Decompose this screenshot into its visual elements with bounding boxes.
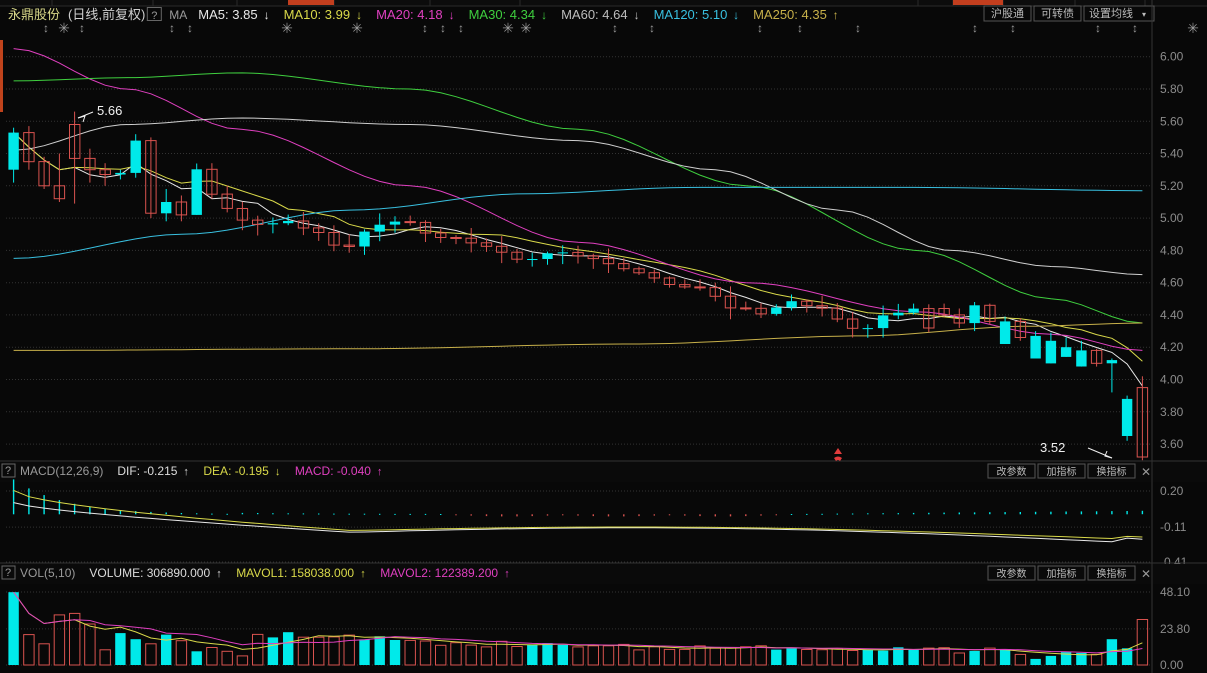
svg-text:MA10: 3.99: MA10: 3.99 bbox=[284, 7, 351, 22]
svg-text:MA60: 4.64: MA60: 4.64 bbox=[561, 7, 628, 22]
svg-text:5.20: 5.20 bbox=[1160, 179, 1184, 193]
svg-text:↕: ↕ bbox=[1010, 21, 1016, 35]
svg-text:MA120: 5.10: MA120: 5.10 bbox=[654, 7, 728, 22]
svg-text:DEA: -0.195: DEA: -0.195 bbox=[203, 464, 269, 478]
svg-text:0.00: 0.00 bbox=[1160, 658, 1184, 672]
svg-text:沪股通: 沪股通 bbox=[991, 6, 1024, 20]
svg-text:DIF: -0.215: DIF: -0.215 bbox=[117, 464, 177, 478]
svg-text:✳: ✳ bbox=[351, 20, 363, 36]
svg-text:48.10: 48.10 bbox=[1160, 585, 1190, 599]
svg-text:↑: ↑ bbox=[183, 466, 189, 478]
svg-text:永鼎股份: 永鼎股份 bbox=[8, 7, 60, 22]
svg-text:改参数: 改参数 bbox=[997, 567, 1027, 580]
svg-text:↕: ↕ bbox=[757, 21, 763, 35]
svg-text:↕: ↕ bbox=[422, 21, 428, 35]
svg-text:0.20: 0.20 bbox=[1160, 484, 1184, 498]
svg-text:↕: ↕ bbox=[440, 21, 446, 35]
svg-text:↓: ↓ bbox=[634, 8, 640, 22]
svg-text:MA5: 3.85: MA5: 3.85 bbox=[198, 7, 257, 22]
svg-text:✕: ✕ bbox=[1141, 465, 1151, 479]
svg-text:加指标: 加指标 bbox=[1047, 567, 1077, 580]
svg-text:3.80: 3.80 bbox=[1160, 405, 1184, 419]
svg-text:↕: ↕ bbox=[649, 21, 655, 35]
svg-text:✳: ✳ bbox=[281, 20, 293, 36]
svg-text:6.00: 6.00 bbox=[1160, 50, 1184, 64]
svg-text:✳: ✳ bbox=[502, 20, 514, 36]
svg-text:↓: ↓ bbox=[264, 8, 270, 22]
svg-text:↑: ↑ bbox=[216, 568, 222, 580]
svg-text:✳: ✳ bbox=[520, 20, 532, 36]
svg-text:MAVOL1: 158038.000: MAVOL1: 158038.000 bbox=[236, 566, 354, 580]
svg-text:5.66: 5.66 bbox=[97, 103, 122, 118]
svg-text:↑: ↑ bbox=[504, 568, 510, 580]
svg-text:✕: ✕ bbox=[1141, 567, 1151, 581]
svg-text:MA: MA bbox=[169, 8, 187, 22]
svg-text:?: ? bbox=[5, 567, 11, 579]
svg-text:改参数: 改参数 bbox=[997, 465, 1027, 478]
svg-text:↕: ↕ bbox=[612, 21, 618, 35]
svg-text:↕: ↕ bbox=[79, 21, 85, 35]
svg-text:5.00: 5.00 bbox=[1160, 211, 1184, 225]
svg-text:MA250: 4.35: MA250: 4.35 bbox=[753, 7, 827, 22]
svg-text:5.40: 5.40 bbox=[1160, 147, 1184, 161]
svg-text:↑: ↑ bbox=[360, 568, 366, 580]
svg-text:?: ? bbox=[5, 465, 11, 477]
svg-text:↑: ↑ bbox=[833, 8, 839, 22]
svg-text:MA20: 4.18: MA20: 4.18 bbox=[376, 7, 443, 22]
svg-text:↕: ↕ bbox=[797, 21, 803, 35]
svg-text:3.52: 3.52 bbox=[1040, 440, 1065, 455]
svg-text:↕: ↕ bbox=[43, 21, 49, 35]
svg-text:23.80: 23.80 bbox=[1160, 622, 1190, 636]
svg-text:↕: ↕ bbox=[458, 21, 464, 35]
svg-text:↕: ↕ bbox=[187, 21, 193, 35]
svg-text:-0.11: -0.11 bbox=[1160, 520, 1187, 534]
svg-text:换指标: 换指标 bbox=[1097, 567, 1127, 580]
svg-text:↓: ↓ bbox=[733, 8, 739, 22]
svg-text:5.80: 5.80 bbox=[1160, 82, 1184, 96]
svg-text:可转债: 可转债 bbox=[1041, 6, 1074, 20]
svg-text:↑: ↑ bbox=[377, 466, 383, 478]
svg-text:VOL(5,10): VOL(5,10) bbox=[20, 566, 75, 580]
svg-text:↕: ↕ bbox=[855, 21, 861, 35]
svg-text:4.00: 4.00 bbox=[1160, 373, 1184, 387]
svg-text:4.20: 4.20 bbox=[1160, 340, 1184, 354]
svg-text:MACD: -0.040: MACD: -0.040 bbox=[295, 464, 371, 478]
svg-text:↓: ↓ bbox=[275, 466, 281, 478]
svg-text:MACD(12,26,9): MACD(12,26,9) bbox=[20, 464, 103, 478]
svg-text:↕: ↕ bbox=[972, 21, 978, 35]
svg-text:3.60: 3.60 bbox=[1160, 437, 1184, 451]
svg-text:✳: ✳ bbox=[1187, 20, 1199, 36]
svg-text:↕: ↕ bbox=[169, 21, 175, 35]
svg-text:VOLUME: 306890.000: VOLUME: 306890.000 bbox=[89, 566, 210, 580]
svg-text:4.60: 4.60 bbox=[1160, 276, 1184, 290]
svg-text:↕: ↕ bbox=[1095, 21, 1101, 35]
svg-text:↕: ↕ bbox=[1132, 21, 1138, 35]
svg-text:加指标: 加指标 bbox=[1047, 465, 1077, 478]
svg-text:5.60: 5.60 bbox=[1160, 114, 1184, 128]
svg-text:(日线,前复权): (日线,前复权) bbox=[68, 7, 145, 22]
svg-text:MAVOL2: 122389.200: MAVOL2: 122389.200 bbox=[380, 566, 498, 580]
svg-text:↓: ↓ bbox=[541, 8, 547, 22]
svg-text:换指标: 换指标 bbox=[1097, 465, 1127, 478]
svg-text:↓: ↓ bbox=[449, 8, 455, 22]
svg-text:4.40: 4.40 bbox=[1160, 308, 1184, 322]
svg-text:▾: ▾ bbox=[1142, 10, 1146, 19]
svg-text:?: ? bbox=[151, 10, 157, 22]
svg-text:✳: ✳ bbox=[58, 20, 70, 36]
svg-text:设置均线: 设置均线 bbox=[1089, 6, 1133, 20]
svg-text:4.80: 4.80 bbox=[1160, 243, 1184, 257]
